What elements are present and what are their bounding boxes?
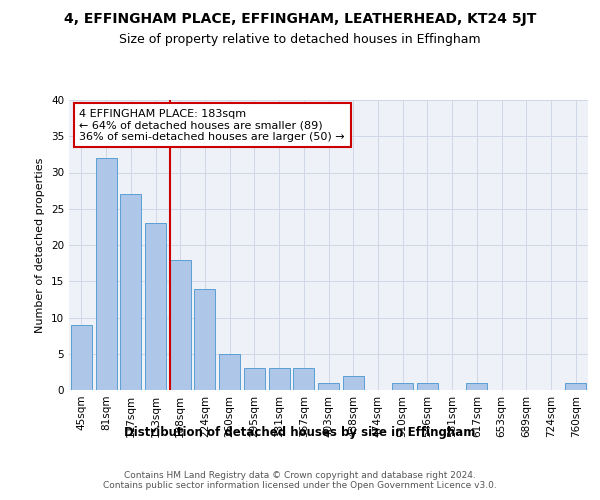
Bar: [71, 325, 92, 390]
Bar: [219, 354, 240, 390]
Bar: [170, 260, 191, 390]
Bar: [417, 383, 438, 390]
Bar: [565, 383, 586, 390]
Text: Size of property relative to detached houses in Effingham: Size of property relative to detached ho…: [119, 32, 481, 46]
Bar: [145, 223, 166, 390]
Text: 4, EFFINGHAM PLACE, EFFINGHAM, LEATHERHEAD, KT24 5JT: 4, EFFINGHAM PLACE, EFFINGHAM, LEATHERHE…: [64, 12, 536, 26]
Y-axis label: Number of detached properties: Number of detached properties: [35, 158, 46, 332]
Bar: [466, 383, 487, 390]
Bar: [318, 383, 339, 390]
Bar: [293, 368, 314, 390]
Bar: [244, 368, 265, 390]
Bar: [95, 158, 116, 390]
Bar: [392, 383, 413, 390]
Text: 4 EFFINGHAM PLACE: 183sqm
← 64% of detached houses are smaller (89)
36% of semi-: 4 EFFINGHAM PLACE: 183sqm ← 64% of detac…: [79, 108, 345, 142]
Text: Contains HM Land Registry data © Crown copyright and database right 2024.
Contai: Contains HM Land Registry data © Crown c…: [103, 470, 497, 490]
Bar: [269, 368, 290, 390]
Text: Distribution of detached houses by size in Effingham: Distribution of detached houses by size …: [124, 426, 476, 439]
Bar: [120, 194, 141, 390]
Bar: [343, 376, 364, 390]
Bar: [194, 288, 215, 390]
